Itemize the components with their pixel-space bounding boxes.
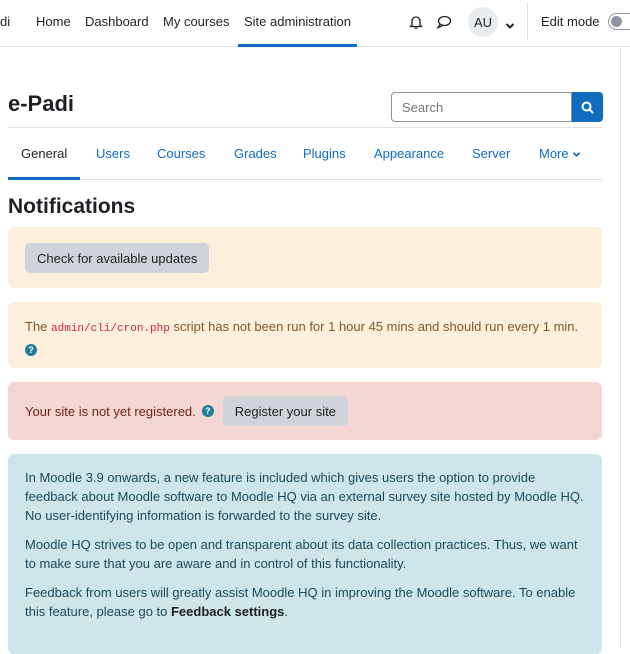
tab-grades[interactable]: Grades xyxy=(234,146,277,161)
feedback-settings-link[interactable]: Feedback settings xyxy=(170,604,285,619)
admin-search xyxy=(391,92,603,122)
cron-script-path: admin/cli/cron.php xyxy=(51,323,170,335)
page-edge xyxy=(620,48,621,648)
search-button[interactable] xyxy=(572,92,603,122)
admin-tabs: General Users Courses Grades Plugins App… xyxy=(8,127,602,180)
chat-icon[interactable] xyxy=(436,15,452,32)
register-site-button[interactable]: Register your site xyxy=(222,396,348,426)
search-icon xyxy=(581,101,594,114)
chevron-down-icon[interactable] xyxy=(505,18,515,33)
site-brand[interactable]: di xyxy=(0,14,11,29)
tab-appearance[interactable]: Appearance xyxy=(374,146,445,161)
site-title: e-Padi xyxy=(8,91,75,116)
page-heading: Notifications xyxy=(8,195,136,218)
divider xyxy=(527,2,528,40)
updates-alert: Check for available updates xyxy=(8,227,602,288)
top-navbar: di Home Dashboard My courses Site admini… xyxy=(0,0,630,47)
tab-courses[interactable]: Courses xyxy=(157,146,206,161)
nav-site-administration[interactable]: Site administration xyxy=(238,14,357,47)
check-updates-button[interactable]: Check for available updates xyxy=(25,243,210,273)
help-icon[interactable]: ? xyxy=(25,343,37,356)
chevron-down-icon xyxy=(573,152,581,158)
nav-home[interactable]: Home xyxy=(36,14,71,29)
tab-plugins[interactable]: Plugins xyxy=(303,146,346,161)
help-icon[interactable]: ? xyxy=(201,405,214,417)
user-avatar[interactable]: AU xyxy=(468,7,498,37)
bell-icon[interactable] xyxy=(408,14,424,33)
tab-more-label: More xyxy=(539,146,569,161)
nav-my-courses[interactable]: My courses xyxy=(163,14,230,29)
edit-mode-toggle[interactable] xyxy=(608,13,630,30)
registration-alert: Your site is not yet registered. ? Regis… xyxy=(8,382,602,440)
tab-general[interactable]: General xyxy=(8,146,81,180)
search-input[interactable] xyxy=(391,92,572,122)
nav-dashboard[interactable]: Dashboard xyxy=(85,14,149,29)
tab-server[interactable]: Server xyxy=(472,146,511,161)
tab-users[interactable]: Users xyxy=(96,146,130,161)
cron-alert: The admin/cli/cron.php script has not be… xyxy=(8,302,602,368)
edit-mode-label: Edit mode xyxy=(541,14,600,29)
feedback-info-alert: In Moodle 3.9 onwards, a new feature is … xyxy=(8,454,602,654)
tab-more[interactable]: More xyxy=(539,146,581,161)
